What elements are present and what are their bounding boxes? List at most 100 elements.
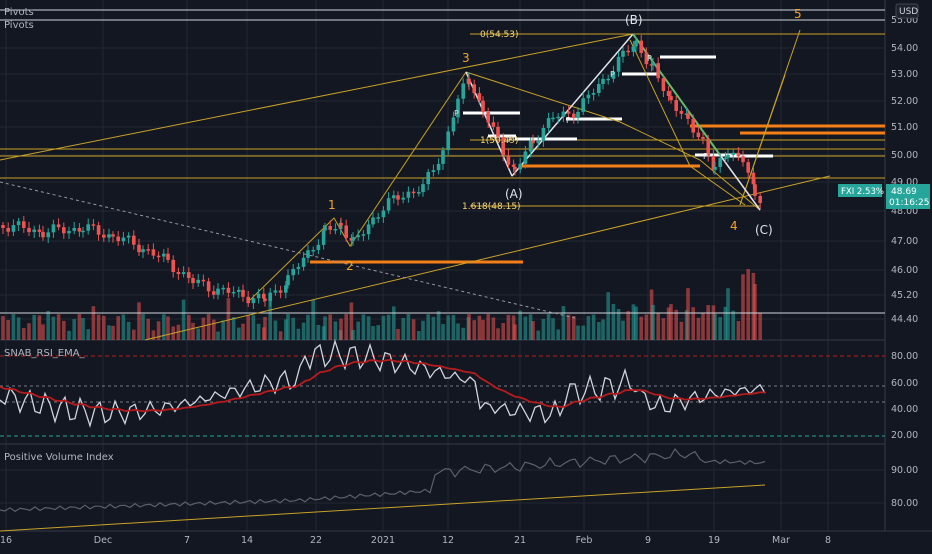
volume-bar bbox=[461, 327, 465, 340]
volume-bar bbox=[6, 319, 10, 340]
wave-b-label: (B) bbox=[625, 13, 643, 27]
rsi-pane-title[interactable]: SNAB_RSI_EMA_ bbox=[4, 348, 86, 359]
candle-body bbox=[273, 290, 278, 293]
volume-bar bbox=[472, 320, 476, 340]
volume-bar bbox=[669, 304, 673, 340]
candle-body bbox=[166, 253, 170, 260]
candle-body bbox=[323, 225, 327, 231]
currency-label[interactable]: USD bbox=[899, 7, 918, 17]
volume-bar bbox=[284, 319, 288, 340]
candle-body bbox=[392, 195, 396, 199]
pivots-overlay-label[interactable]: Pivots bbox=[4, 7, 34, 18]
volume-bar bbox=[541, 318, 546, 340]
candle-body bbox=[268, 292, 272, 301]
volume-bar bbox=[426, 314, 430, 340]
candle-body bbox=[339, 222, 343, 226]
volume-bar bbox=[674, 309, 678, 340]
candle-body bbox=[27, 227, 31, 233]
candle-body bbox=[262, 293, 266, 299]
candle-body bbox=[121, 237, 126, 242]
time-tick-label: Feb bbox=[576, 535, 593, 546]
candle-body bbox=[366, 224, 371, 235]
candle-body bbox=[216, 288, 220, 295]
volume-bar bbox=[296, 328, 301, 340]
pivots-overlay-label[interactable]: Pivots bbox=[4, 20, 34, 31]
volume-bar bbox=[523, 316, 528, 340]
candle-body bbox=[311, 249, 315, 252]
rsi-tick-label: 80.00 bbox=[891, 351, 918, 362]
candle-body bbox=[286, 275, 290, 286]
price-axis[interactable]: 55.00 54.00 53.00 52.00 51.00 50.00 49.00 48.00… bbox=[891, 15, 918, 325]
volume-bar bbox=[679, 321, 684, 340]
candle-body bbox=[467, 78, 471, 85]
price-tick-label: 52.00 bbox=[891, 96, 918, 107]
pvi-pane bbox=[0, 447, 766, 532]
pivot-segments bbox=[310, 55, 885, 264]
rsi-tick-label: 40.00 bbox=[891, 404, 918, 415]
candle-body bbox=[201, 279, 206, 282]
price-tick-label: 55.00 bbox=[891, 15, 918, 26]
pvi-axis[interactable]: 90.00 80.00 bbox=[891, 465, 918, 509]
bar-countdown: 01:16:25 bbox=[889, 198, 929, 208]
time-tick-label: Mar bbox=[772, 535, 790, 546]
candle-body bbox=[187, 272, 191, 278]
candle-body bbox=[321, 230, 326, 245]
volume-bar bbox=[273, 320, 278, 340]
candle-body bbox=[376, 217, 380, 219]
volume-bar bbox=[366, 316, 371, 340]
volume-bar bbox=[477, 315, 482, 340]
candle-body bbox=[511, 164, 516, 167]
volume-bar bbox=[406, 314, 411, 340]
candle-body bbox=[221, 287, 225, 290]
volume-bar bbox=[116, 316, 120, 340]
candle-body bbox=[581, 98, 585, 112]
candle-body bbox=[176, 272, 181, 275]
volume-bar bbox=[81, 318, 85, 340]
volume-bar bbox=[431, 316, 436, 340]
volume-bar bbox=[417, 331, 421, 340]
volume-bar bbox=[328, 314, 332, 340]
volume-bar bbox=[221, 320, 225, 340]
candle-body bbox=[296, 266, 301, 269]
volume-bar bbox=[151, 330, 156, 340]
volume-bar bbox=[518, 310, 522, 340]
candle-body bbox=[251, 298, 256, 304]
pivot-p-label: P bbox=[647, 54, 652, 63]
volume-bar bbox=[126, 321, 131, 340]
candle-body bbox=[32, 229, 36, 233]
candle-body bbox=[417, 192, 421, 194]
volume-bar bbox=[344, 314, 348, 340]
price-candles bbox=[1, 35, 762, 310]
candle-body bbox=[436, 163, 441, 171]
candle-body bbox=[51, 224, 56, 233]
volume-bar bbox=[651, 304, 655, 340]
candle-body bbox=[518, 163, 522, 170]
volume-bar bbox=[626, 311, 630, 340]
candle-body bbox=[451, 117, 456, 132]
rsi-pane bbox=[0, 338, 885, 437]
fib-top-label: 0(54.53) bbox=[480, 30, 519, 40]
volume-bar bbox=[666, 307, 671, 340]
candle-body bbox=[226, 287, 231, 293]
last-price-symbol: FXI 2.53% bbox=[841, 187, 884, 197]
candle-body bbox=[86, 224, 90, 231]
volume-bar bbox=[746, 269, 750, 340]
volume-bar bbox=[531, 321, 535, 340]
candle-body bbox=[528, 140, 533, 152]
price-tick-label: 53.00 bbox=[891, 69, 918, 80]
pvi-pane-title[interactable]: Positive Volume Index bbox=[4, 452, 114, 463]
volume-bar bbox=[241, 323, 245, 340]
rsi-axis[interactable]: 80.00 60.00 40.00 20.00 bbox=[891, 351, 918, 441]
candle-body bbox=[477, 93, 482, 101]
candle-body bbox=[246, 296, 250, 304]
candle-body bbox=[461, 83, 465, 99]
candle-body bbox=[1, 225, 5, 228]
volume-bar bbox=[1, 316, 5, 340]
volume-bar bbox=[551, 318, 555, 340]
volume-bar bbox=[451, 315, 456, 340]
volume-bar bbox=[546, 314, 551, 340]
volume-bar bbox=[226, 298, 231, 340]
time-axis[interactable]: 16 Dec 7 14 22 2021 12 21 Feb 9 19 Mar 8 bbox=[0, 535, 831, 546]
